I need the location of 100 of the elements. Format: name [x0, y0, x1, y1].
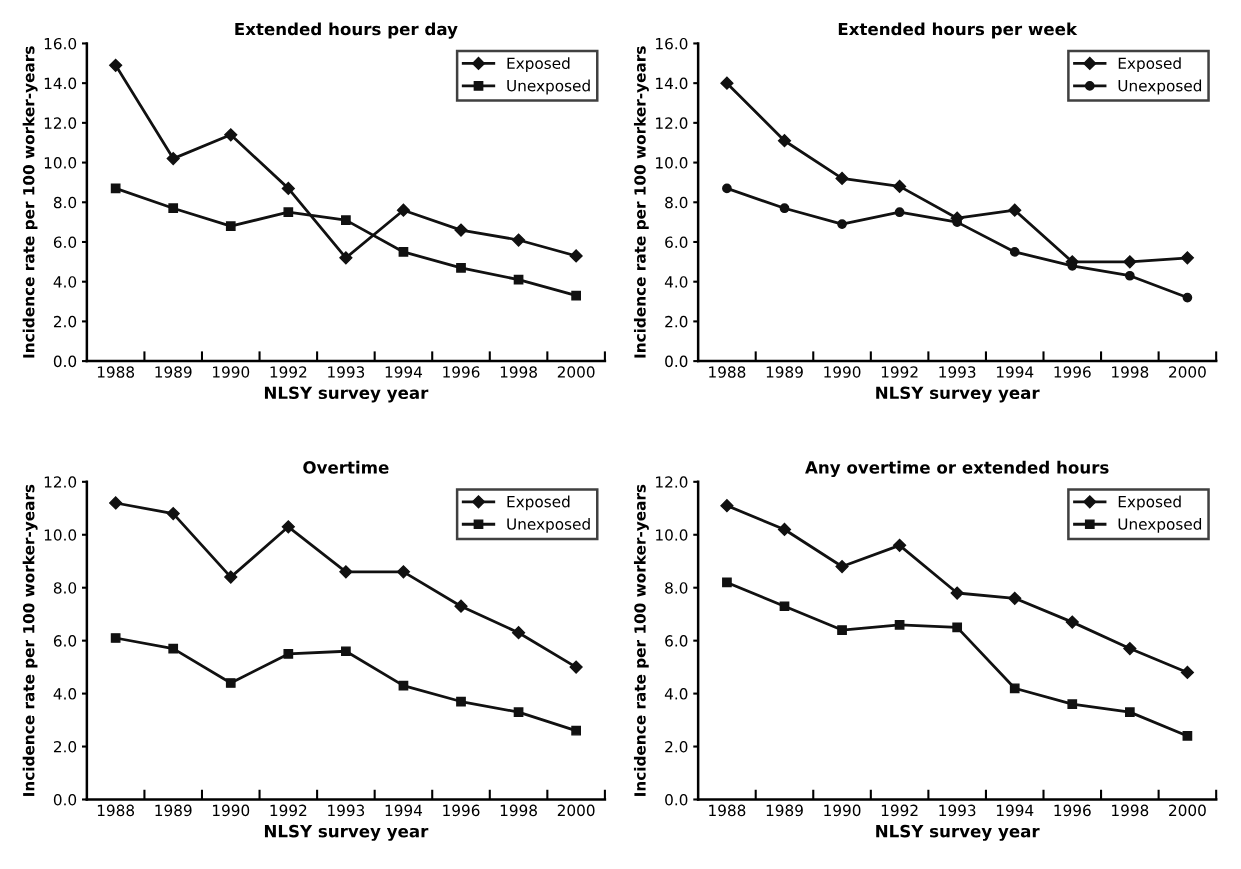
y-axis-title: Incidence rate per 100 worker-years — [633, 46, 649, 358]
y-tick-label: 12.0 — [656, 476, 688, 488]
legend-label: Unexposed — [507, 518, 590, 533]
x-tick-label: 1992 — [270, 366, 307, 378]
point — [454, 223, 468, 237]
point — [168, 203, 179, 214]
point — [513, 707, 524, 717]
point — [779, 601, 790, 612]
y-tick-label: 16.0 — [44, 37, 77, 50]
point — [168, 643, 179, 654]
x-tick-label: 1994 — [385, 366, 423, 378]
point — [511, 233, 526, 247]
y-tick-label: 10.0 — [44, 157, 77, 169]
x-tick-label: 1994 — [385, 804, 423, 817]
y-tick-label: 2.0 — [53, 315, 77, 328]
y-tick-label: 6.0 — [53, 635, 77, 647]
y-tick-label: 6.0 — [53, 236, 77, 249]
point — [224, 570, 238, 584]
chart-title: Overtime — [303, 460, 389, 474]
point — [1065, 615, 1079, 629]
point — [1008, 203, 1022, 217]
point — [339, 251, 353, 265]
x-tick-label: 2000 — [1169, 366, 1206, 378]
x-tick-label: 1988 — [709, 366, 746, 378]
y-tick-label: 0.0 — [53, 793, 77, 806]
x-tick-label: 2000 — [557, 366, 595, 378]
legend-label: Unexposed — [1118, 79, 1202, 95]
x-tick-label: 1990 — [213, 366, 250, 378]
point — [893, 538, 907, 552]
point — [1009, 247, 1020, 257]
point — [837, 625, 847, 635]
legend-label: Exposed — [1118, 495, 1181, 511]
point — [1123, 642, 1137, 656]
y-tick-label: 2.0 — [53, 741, 77, 753]
x-tick-label: 1992 — [881, 804, 918, 817]
point — [110, 633, 121, 643]
point — [950, 586, 964, 600]
x-tick-label: 1989 — [766, 804, 803, 817]
x-tick-label: 1996 — [1054, 366, 1091, 378]
y-tick-label: 4.0 — [664, 276, 688, 288]
y-axis-title: Incidence rate per 100 worker-years — [633, 484, 649, 796]
point — [109, 58, 123, 72]
point — [1180, 251, 1194, 265]
point — [341, 646, 351, 657]
point — [1008, 591, 1022, 605]
legend-label: Exposed — [1118, 57, 1181, 72]
point — [225, 221, 236, 231]
point — [720, 499, 734, 513]
y-tick-label: 12.0 — [656, 117, 688, 129]
legend-label: Exposed — [507, 495, 570, 511]
chart-title: Extended hours per day — [235, 22, 458, 39]
y-tick-label: 8.0 — [53, 196, 77, 209]
legend-label: Unexposed — [1118, 518, 1202, 533]
point — [396, 203, 411, 217]
chart-title: Any overtime or extended hours — [805, 460, 1109, 478]
x-tick-label: 1989 — [155, 804, 192, 817]
y-tick-label: 10.0 — [656, 529, 688, 541]
point — [777, 522, 792, 537]
x-tick-label: 1988 — [709, 804, 746, 817]
x-axis-title: NLSY survey year — [876, 386, 1040, 403]
x-axis-title: NLSY survey year — [876, 824, 1040, 841]
point — [396, 565, 411, 579]
point — [398, 247, 409, 257]
y-tick-label: 8.0 — [665, 196, 688, 209]
y-axis-title: Incidence rate per 100 worker-years — [22, 46, 38, 358]
y-tick-label: 8.0 — [53, 582, 77, 594]
legend-label: Exposed — [507, 57, 570, 72]
x-tick-label: 1993 — [328, 804, 365, 817]
y-tick-label: 6.0 — [665, 635, 688, 647]
x-tick-label: 1990 — [213, 804, 250, 817]
x-tick-label: 1998 — [500, 804, 537, 817]
x-axis-title: NLSY survey year — [264, 386, 429, 403]
point — [952, 622, 963, 633]
chart-title: Extended hours per week — [838, 22, 1078, 39]
y-tick-label: 0.0 — [665, 793, 688, 806]
x-tick-label: 1992 — [881, 366, 918, 378]
point — [1124, 707, 1135, 717]
x-tick-label: 1988 — [97, 366, 135, 378]
point — [837, 219, 847, 229]
point — [513, 274, 524, 285]
point — [283, 207, 294, 218]
point — [1180, 665, 1194, 680]
point — [281, 181, 295, 195]
y-tick-label: 16.0 — [656, 37, 688, 50]
point — [722, 577, 732, 588]
point — [1123, 255, 1137, 269]
point — [1182, 731, 1193, 741]
y-tick-label: 2.0 — [665, 315, 688, 328]
x-tick-label: 1989 — [766, 366, 803, 378]
y-tick-label: 4.0 — [53, 688, 77, 700]
point — [456, 262, 466, 273]
x-axis-title: NLSY survey year — [264, 824, 429, 841]
point — [779, 203, 790, 214]
legend-label: Unexposed — [507, 79, 590, 95]
point — [893, 179, 907, 193]
point — [456, 696, 466, 707]
x-tick-label: 1998 — [500, 366, 537, 378]
point — [1124, 270, 1135, 281]
x-tick-label: 1996 — [1054, 804, 1091, 817]
y-tick-label: 12.0 — [44, 476, 77, 488]
